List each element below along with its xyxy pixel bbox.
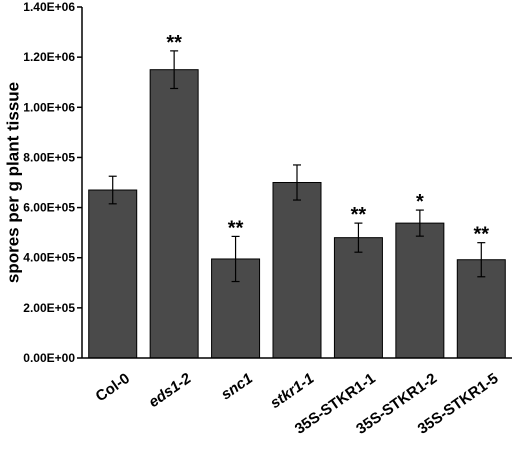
y-tick-label: 4.00E+05: [23, 251, 75, 265]
bar-eds1-2: [149, 69, 199, 359]
x-category-label: eds1-2: [146, 370, 195, 412]
y-tick-label: 1.00E+06: [23, 100, 75, 114]
y-axis-label: spores per g plant tissue: [3, 82, 22, 283]
significance-marker: **: [166, 32, 182, 54]
bar-35S-STKR1-1: [333, 237, 383, 359]
y-tick-label: 6.00E+05: [23, 201, 75, 215]
y-tick-label: 8.00E+05: [23, 150, 75, 164]
significance-marker: **: [473, 224, 489, 246]
y-axis-ticks: 0.00E+00 2.00E+05 4.00E+05 6.00E+05 8.00E+05…: [23, 0, 82, 365]
bar-35S-STKR1-2: [395, 222, 445, 359]
x-category-label: snc1: [218, 370, 256, 404]
significance-marker: **: [351, 204, 367, 226]
y-tick-label: 0.00E+00: [23, 351, 75, 365]
bars-group: [88, 69, 506, 359]
y-tick-label: 1.40E+06: [23, 0, 75, 14]
bar-Col-0: [88, 189, 138, 359]
significance-marker: **: [228, 217, 244, 239]
bar-stkr1-1: [272, 182, 322, 359]
significance-group: *********: [166, 32, 489, 246]
x-axis-labels: Col-0 eds1-2 snc1 stkr1-135S-STKR1-135S-STK…: [93, 370, 502, 438]
x-category-label: Col-0: [93, 370, 133, 405]
y-tick-label: 2.00E+05: [23, 301, 75, 315]
x-category-label: stkr1-1: [267, 370, 317, 412]
y-tick-label: 1.20E+06: [23, 50, 75, 64]
error-bars-group: [108, 50, 486, 283]
significance-marker: *: [416, 191, 424, 213]
